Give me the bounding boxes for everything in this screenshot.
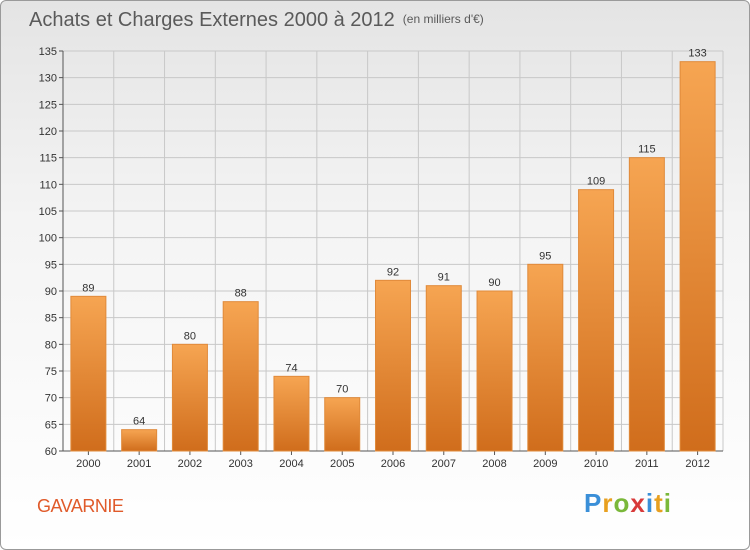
data-label: 91	[438, 272, 450, 284]
y-tick-label: 95	[45, 259, 57, 271]
y-tick-label: 130	[39, 73, 57, 85]
y-tick-label: 85	[45, 313, 57, 325]
x-tick-label: 2005	[330, 458, 354, 470]
y-tick-label: 60	[45, 446, 57, 458]
bar	[578, 189, 615, 452]
logo-letter: t	[654, 488, 664, 518]
x-tick-label: 2002	[178, 458, 202, 470]
y-tick-label: 115	[39, 153, 57, 165]
bar	[628, 157, 665, 452]
bar	[222, 301, 259, 452]
chart-title-text: Achats et Charges Externes 2000 à 2012	[29, 9, 395, 31]
bar	[476, 290, 513, 452]
bar	[527, 263, 564, 452]
data-label: 74	[285, 362, 297, 374]
y-tick-label: 120	[39, 126, 57, 138]
x-tick-label: 2010	[584, 458, 608, 470]
x-tick-label: 2000	[76, 458, 100, 470]
y-tick-label: 75	[45, 366, 57, 378]
logo-letter: i	[663, 488, 672, 518]
logo-letter: i	[645, 488, 655, 518]
data-label: 88	[235, 288, 247, 300]
data-label: 64	[133, 416, 145, 428]
data-label: 133	[688, 48, 706, 60]
y-tick-label: 70	[45, 393, 57, 405]
bar	[324, 397, 361, 452]
bar	[425, 285, 462, 452]
x-tick-label: 2012	[685, 458, 709, 470]
logo-letter: r	[602, 488, 614, 518]
x-tick-label: 2008	[482, 458, 506, 470]
data-label: 89	[82, 282, 94, 294]
data-label: 70	[336, 384, 348, 396]
bar	[273, 375, 310, 452]
data-label: 92	[387, 266, 399, 278]
labels: 89 2000 64 2001 80 2002 88 2003 74 2004 70 2005 92 20…	[76, 48, 710, 470]
x-tick-label: 2001	[127, 458, 151, 470]
y-tick-label: 105	[39, 206, 57, 218]
chart-title: Achats et Charges Externes 2000 à 2012 (e…	[29, 9, 484, 32]
bars	[70, 61, 716, 452]
data-label: 95	[539, 250, 551, 262]
bar	[375, 279, 411, 452]
bar	[121, 429, 158, 452]
y-tick-label: 135	[39, 46, 57, 58]
x-tick-label: 2003	[228, 458, 252, 470]
data-label: 90	[488, 277, 500, 289]
logo-letter: x	[630, 488, 646, 518]
data-label: 115	[638, 144, 656, 156]
bar	[171, 343, 208, 452]
y-tick-label: 110	[39, 179, 57, 191]
logo-letter: o	[613, 488, 631, 518]
x-tick-label: 2007	[432, 458, 456, 470]
data-label: 109	[587, 176, 605, 188]
y-tick-label: 100	[39, 233, 57, 245]
y-tick-label: 125	[39, 99, 57, 111]
x-tick-label: 2006	[381, 458, 405, 470]
bar	[70, 295, 107, 452]
y-tick-label: 65	[45, 419, 57, 431]
data-label: 80	[184, 330, 196, 342]
x-tick-label: 2004	[279, 458, 303, 470]
x-tick-label: 2009	[533, 458, 557, 470]
logo-letter: P	[584, 488, 603, 518]
proxiti-logo: Proxiti	[584, 488, 672, 519]
x-tick-label: 2011	[635, 458, 659, 470]
y-tick-label: 90	[45, 286, 57, 298]
commune-name: GAVARNIE	[37, 496, 124, 516]
y-tick-label: 80	[45, 339, 57, 351]
bar	[679, 61, 716, 452]
chart-unit: (en milliers d'€)	[402, 12, 484, 26]
